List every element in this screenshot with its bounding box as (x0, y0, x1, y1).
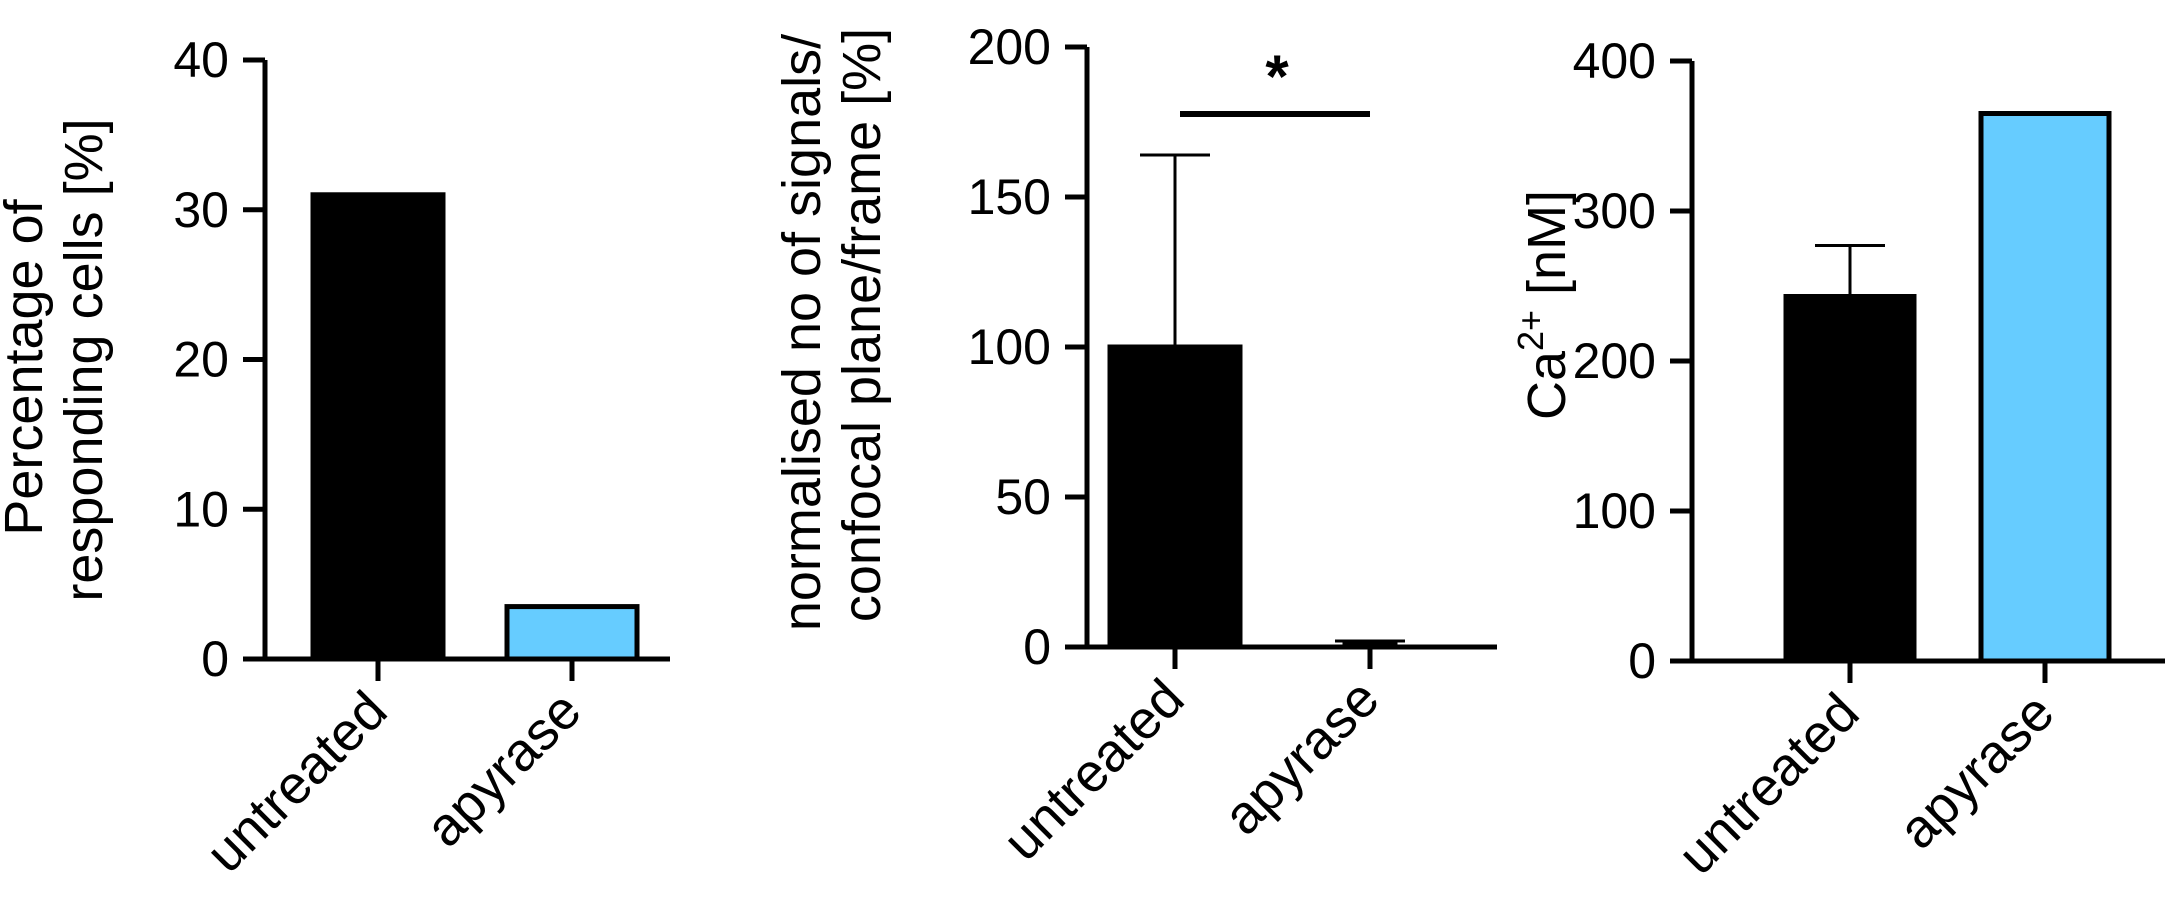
y-tick-label: 100 (968, 319, 1051, 375)
bar-untreated (310, 192, 446, 662)
x-tick-label-apyrase: apyrase (414, 680, 592, 858)
chart-panel-calcium: Ca2+ [nM] untreated apyrase 0 100 200 300 400 (1510, 33, 2165, 886)
y-axis-title: Ca2+ [nM] (1510, 190, 1577, 420)
x-tick-label-apyrase: apyrase (1887, 682, 2065, 860)
x-tick-label-apyrase: apyrase (1212, 668, 1390, 846)
y-tick-label: 400 (1573, 33, 1656, 89)
y-axis-title: normalised no of signals/ confocal plane… (772, 19, 892, 631)
y-tick-label: 300 (1573, 183, 1656, 239)
y-axis-title: Percentage of responding cells [%] (0, 118, 114, 601)
x-tick-label-untreated: untreated (992, 668, 1196, 872)
y-tick-label: 150 (968, 169, 1051, 225)
chart-panel-responding-cells: Percentage of responding cells [%] untre… (0, 32, 670, 884)
bar-apyrase (504, 604, 640, 662)
y-tick-label: 40 (173, 32, 229, 88)
x-tick-label-untreated: untreated (195, 680, 399, 884)
y-tick-label: 0 (1023, 619, 1051, 675)
bar-untreated (1783, 294, 1917, 664)
y-tick-label: 30 (173, 182, 229, 238)
significance-marker: * (1265, 43, 1289, 110)
y-tick-label: 0 (201, 631, 229, 687)
y-tick-label: 200 (1573, 333, 1656, 389)
x-tick-label-untreated: untreated (1667, 682, 1871, 886)
bar-untreated (1107, 344, 1243, 650)
y-tick-label: 20 (173, 332, 229, 388)
y-tick-label: 0 (1628, 633, 1656, 689)
y-tick-label: 100 (1573, 483, 1656, 539)
y-tick-label: 10 (173, 481, 229, 537)
y-tick-label: 200 (968, 19, 1051, 75)
y-tick-label: 50 (995, 469, 1051, 525)
chart-panel-normalised-signals: normalised no of signals/ confocal plane… (772, 19, 1497, 872)
bar-apyrase (1978, 111, 2112, 664)
